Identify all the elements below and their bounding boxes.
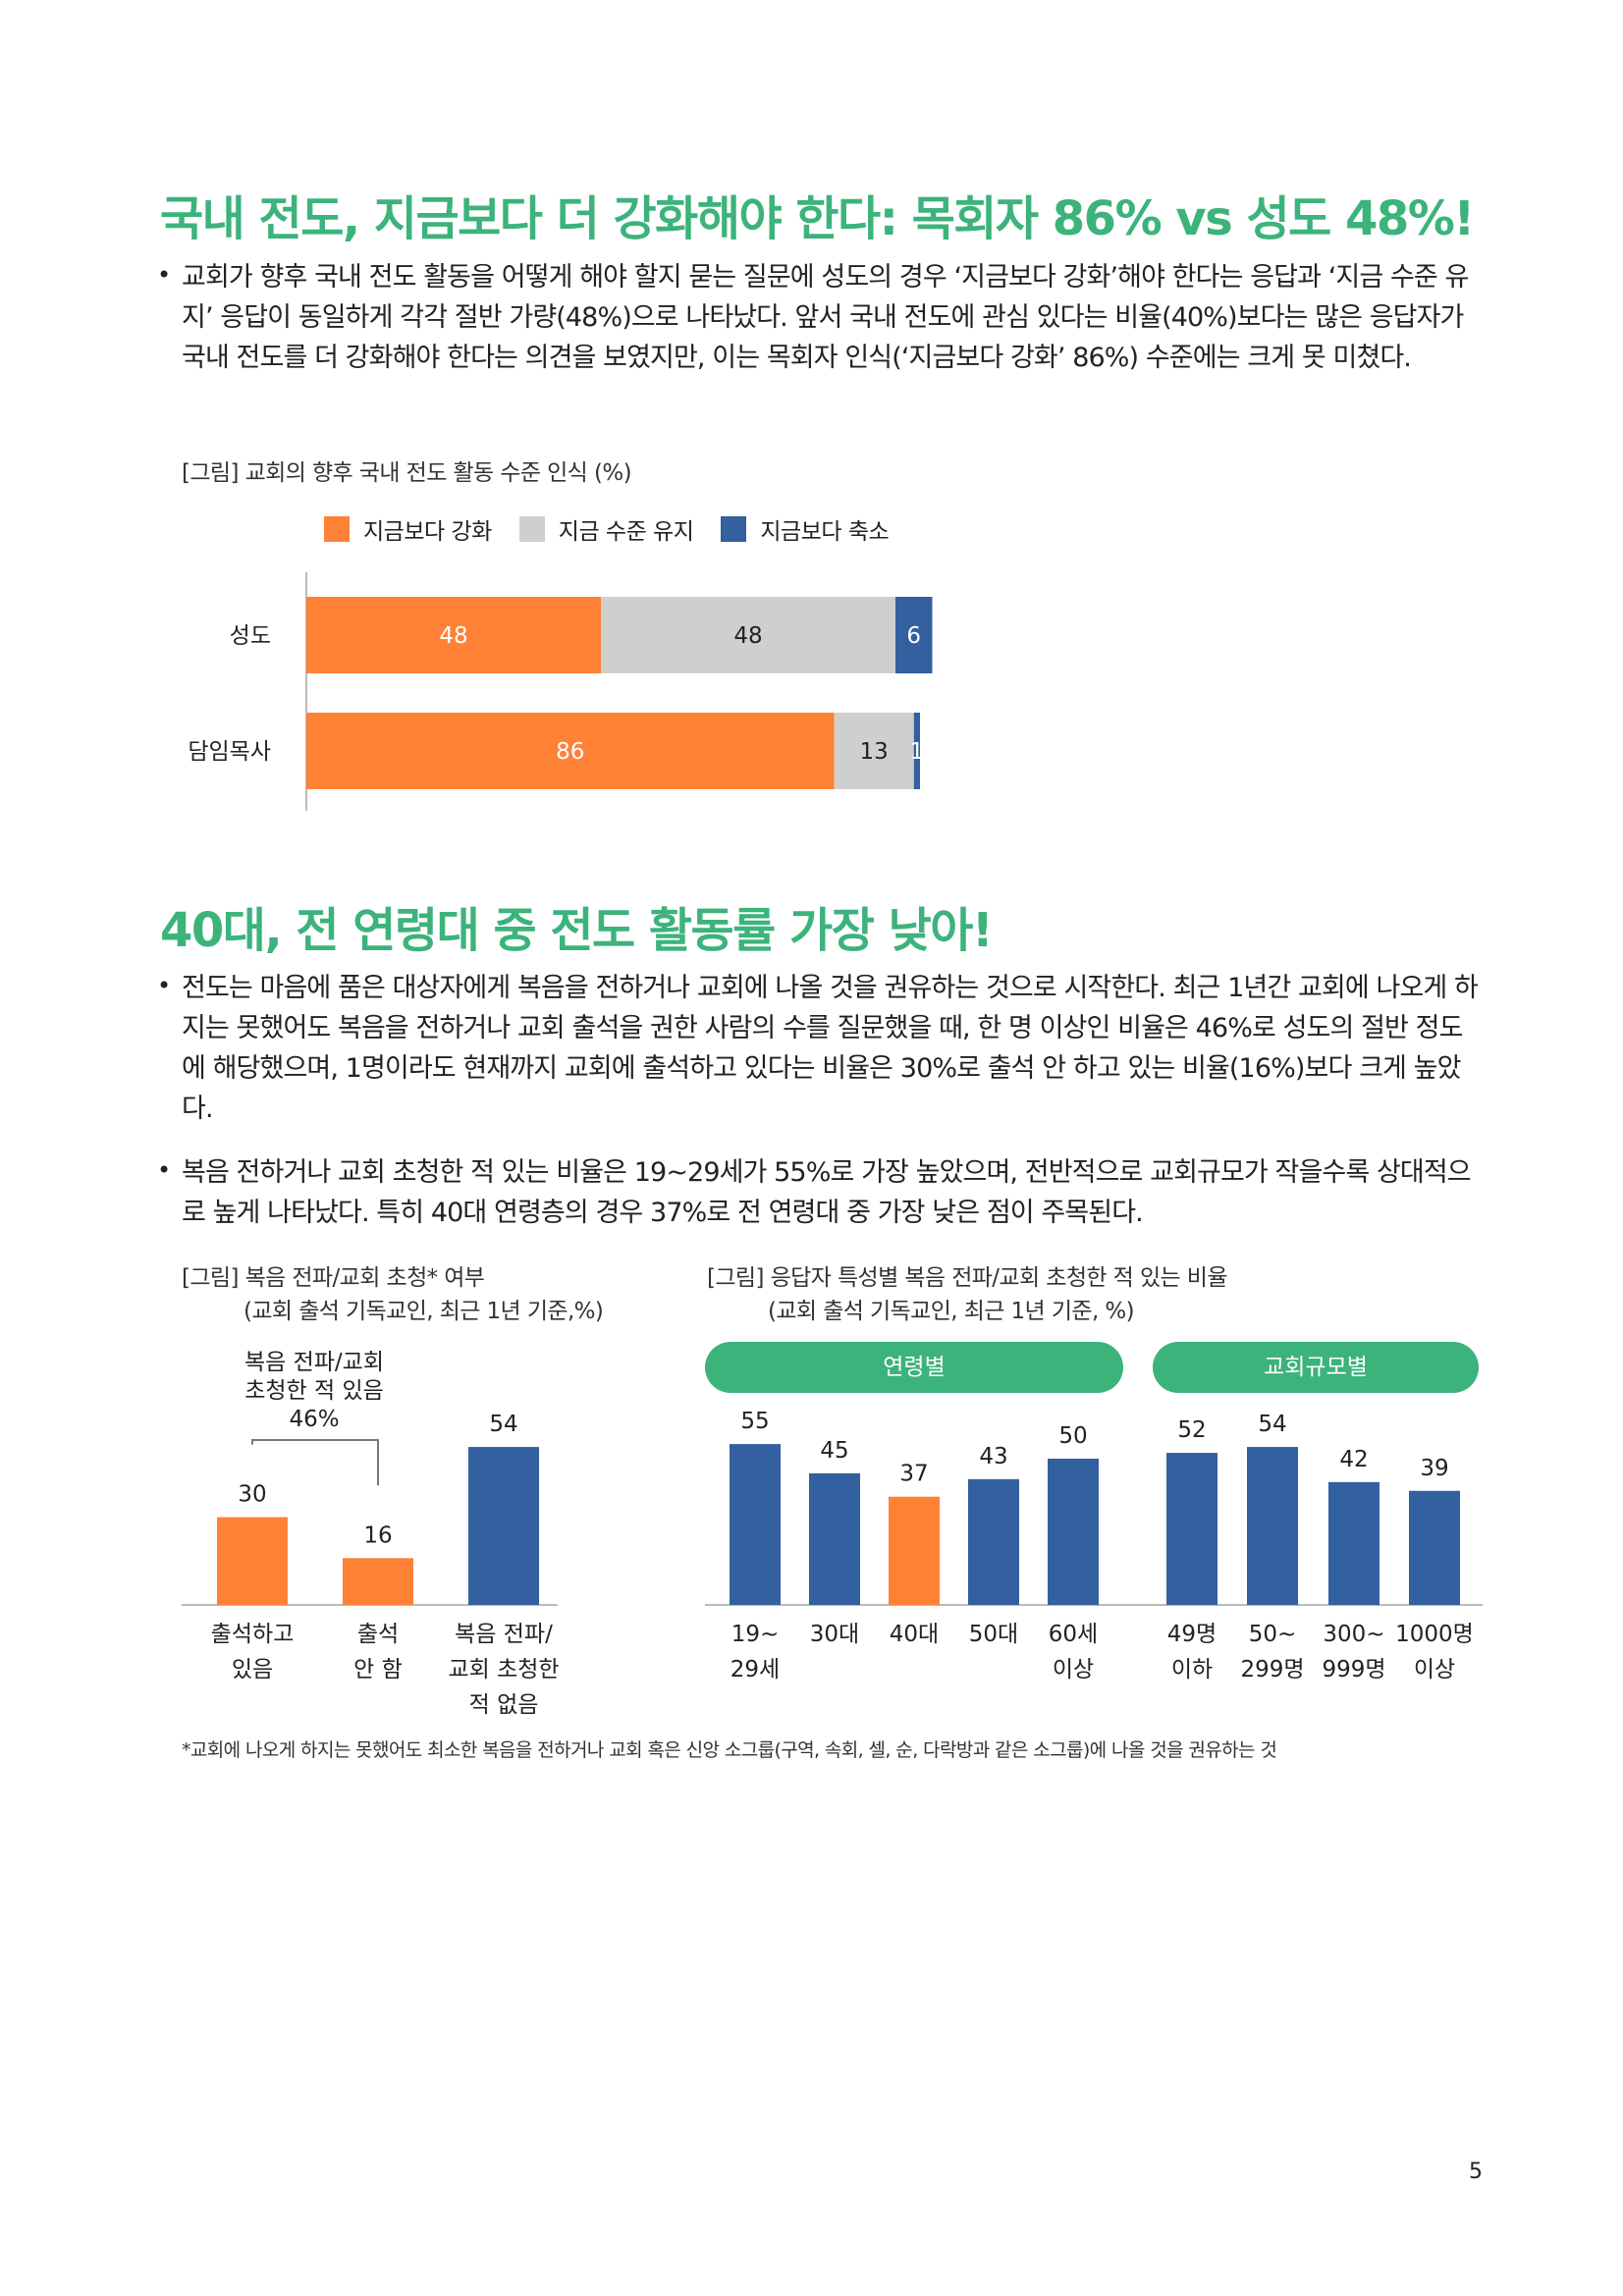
tick-label: 출석 [357,1622,399,1647]
legend-label: 지금보다 강화 [363,519,492,545]
tick-label: 이상 [1414,1657,1455,1682]
bar [468,1447,539,1605]
bracket-label-line: 복음 전파/교회 [243,1350,385,1375]
tick-label: 60세 [1049,1622,1098,1647]
legend-item: 지금보다 축소 [721,512,890,546]
chart3-subcaption: (교회 출석 기독교인, 최근 1년 기준, %) [768,1299,1135,1324]
tick-label: 999명 [1322,1657,1385,1682]
tick-label: 300~ [1323,1622,1384,1647]
legend-item: 지금보다 강화 [324,512,492,546]
page-number: 5 [1469,2160,1483,2184]
tick-label: 복음 전파/ [455,1622,553,1647]
data-label: 1 [910,739,925,765]
chart2-subcaption: (교회 출석 기독교인, 최근 1년 기준,%) [243,1299,604,1324]
tick-label: 50~ [1249,1622,1297,1647]
chart3-caption: [그림] 응답자 특성별 복음 전파/교회 초청한 적 있는 비율 [707,1265,1228,1291]
tick-label: 있음 [232,1657,273,1682]
data-label: 42 [1339,1447,1368,1472]
bar [217,1517,288,1605]
section2-title: 40대, 전 연령대 중 전도 활동률 가장 낮아! [160,903,994,958]
bullet-dot: • [157,1156,172,1184]
legend-swatch [324,516,350,542]
bar [968,1478,1019,1605]
data-label: 37 [899,1462,928,1487]
tick-label: 30대 [810,1622,859,1647]
bar-segment [306,713,835,789]
data-label: 48 [439,623,467,649]
data-label: 43 [979,1444,1007,1469]
section1-title: 국내 전도, 지금보다 더 강화해야 한다: 목회자 86% vs 성도 48%… [160,191,1475,246]
data-label: 55 [740,1409,769,1434]
legend-label: 지금보다 축소 [760,519,890,545]
tick-label: 이하 [1171,1657,1213,1682]
legend-label: 지금 수준 유지 [558,519,694,545]
bar-segment [834,713,914,789]
tick-label: 이상 [1053,1657,1094,1682]
data-label: 6 [906,623,921,649]
data-label: 45 [820,1438,848,1464]
bar [730,1444,781,1605]
data-label: 30 [238,1482,266,1508]
data-label: 39 [1420,1456,1448,1481]
bullet-dot: • [157,261,172,289]
section2-paragraph-2: 복음 전하거나 교회 초청한 적 있는 비율은 19~29세가 55%로 가장 … [182,1157,1472,1228]
tick-label: 19~ [731,1622,780,1647]
bracket-label-line: 초청한 적 있음 [244,1378,384,1404]
bar [1048,1459,1099,1605]
bar [1409,1490,1460,1605]
data-label: 16 [363,1522,392,1548]
tick-label: 출석하고 [211,1622,295,1647]
tick-label: 50대 [969,1622,1018,1647]
tick-label: 안 함 [353,1657,403,1682]
bar [889,1496,940,1605]
chart1-stacked-bar: 성도 48 48 6 담임목사 86 13 1 [188,572,933,811]
tick-label: 299명 [1240,1657,1304,1682]
bullet-dot: • [157,972,172,999]
bar [1328,1481,1380,1605]
tick-label: 49명 [1167,1622,1217,1647]
category-label: 성도 [230,623,271,649]
data-label: 13 [859,739,888,765]
legend-swatch [518,516,545,542]
bar-segment [895,597,933,673]
bar-segment [306,597,601,673]
category-label: 담임목사 [188,739,271,765]
bar-segment [601,597,895,673]
tick-label: 1000명 [1395,1622,1474,1647]
group-pill-age: 연령별 [705,1342,1123,1393]
tick-label: 29세 [730,1657,780,1682]
data-label: 86 [556,739,584,765]
tick-label: 적 없음 [469,1692,539,1718]
bar [1247,1447,1298,1605]
legend-item: 지금 수준 유지 [518,512,694,546]
bar [809,1472,860,1605]
data-label: 48 [733,623,762,649]
tick-label: 교회 초청한 [448,1657,559,1682]
bar [343,1558,413,1605]
data-label: 54 [1258,1412,1286,1437]
section1-paragraph: 교회가 향후 국내 전도 활동을 어떻게 해야 할지 묻는 질문에 성도의 경우… [182,262,1469,373]
data-label: 50 [1058,1423,1087,1449]
bracket-label: 복음 전파/교회 초청한 적 있음 46% [196,1349,432,1434]
group-pill-church-size: 교회규모별 [1153,1342,1479,1393]
bar [1166,1453,1217,1605]
bar-segment [913,713,920,789]
tick-label: 40대 [890,1622,939,1647]
footnote: *교회에 나오게 하지는 못했어도 최소한 복음을 전하거나 교회 혹은 신앙 … [182,1739,1277,1761]
bracket-line [251,1439,379,1486]
chart2-caption: [그림] 복음 전파/교회 초청* 여부 [182,1265,485,1291]
legend-swatch [721,516,747,542]
chart1-legend: 지금보다 강화 지금 수준 유지 지금보다 축소 [324,512,890,546]
bracket-value: 46% [289,1407,340,1432]
section2-paragraph-1: 전도는 마음에 품은 대상자에게 복음을 전하거나 교회에 나올 것을 권유하는… [182,973,1479,1124]
data-label: 52 [1177,1417,1206,1443]
chart1-caption: [그림] 교회의 향후 국내 전도 활동 수준 인식 (%) [182,460,632,486]
data-label: 54 [489,1412,517,1437]
